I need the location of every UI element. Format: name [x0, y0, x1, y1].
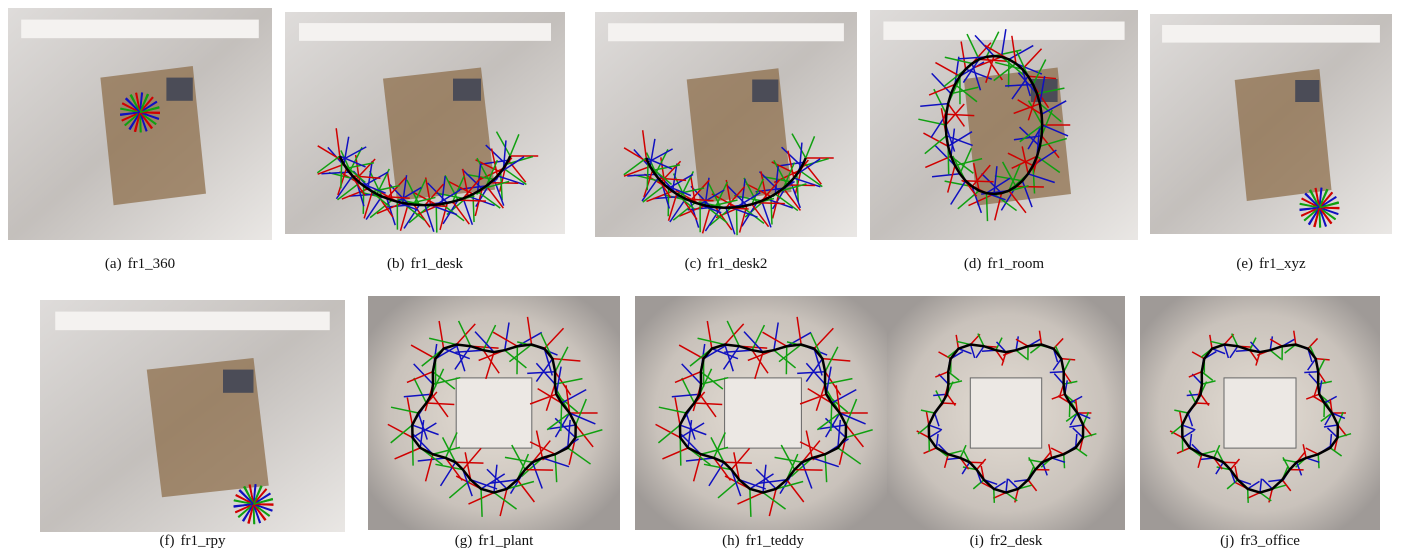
- reconstruction-image: [887, 296, 1125, 530]
- pose-axis: [1304, 372, 1318, 373]
- subfigure-caption: (j) fr3_office: [1220, 533, 1300, 549]
- reconstruction-image: [595, 12, 857, 237]
- subfigure-name: fr1_xyz: [1259, 256, 1306, 272]
- subfigure-caption: (b) fr1_desk: [387, 256, 463, 272]
- pose-axis: [966, 181, 994, 182]
- subfigure-label: (j): [1220, 533, 1234, 549]
- wall-patch: [1162, 25, 1380, 43]
- wall-patch: [608, 23, 844, 41]
- pose-axis: [1319, 208, 1339, 209]
- subfigure-name: fr1_room: [987, 256, 1044, 272]
- pose-axis: [994, 489, 995, 503]
- subfigure-label: (i): [970, 533, 984, 549]
- subfigure-caption: (h) fr1_teddy: [722, 533, 804, 549]
- subfigure-caption: (f) fr1_rpy: [160, 533, 226, 549]
- subfigure-label: (h): [722, 533, 740, 549]
- desk: [1224, 378, 1296, 448]
- pose-axis: [1050, 372, 1064, 373]
- subfigure-label: (b): [387, 256, 405, 272]
- pose-axis: [254, 504, 274, 505]
- desk: [456, 378, 532, 448]
- subfigure-caption: (e) fr1_xyz: [1236, 256, 1306, 272]
- pose-axis: [458, 200, 486, 201]
- pose-axis: [140, 112, 160, 113]
- pose-axis: [436, 205, 437, 233]
- pose-axis: [680, 438, 681, 466]
- dark-patch: [1295, 80, 1319, 102]
- desk: [725, 378, 802, 448]
- pose-axis: [986, 193, 987, 221]
- subfigure-name: fr1_plant: [478, 533, 534, 549]
- pose-axis: [757, 203, 785, 204]
- subfigure-name: fr1_360: [128, 256, 176, 272]
- pose-axis: [750, 489, 751, 517]
- wall-patch: [55, 312, 330, 331]
- subfigure-label: (g): [455, 533, 473, 549]
- wall-patch: [299, 23, 551, 41]
- pose-axis: [737, 207, 738, 235]
- reconstruction-image: [285, 12, 565, 234]
- pose-axis: [481, 489, 482, 517]
- subfigure-caption: (g) fr1_plant: [455, 533, 534, 549]
- reconstruction-image: [1150, 14, 1392, 234]
- subfigure-name: fr1_desk: [411, 256, 464, 272]
- subfigure-caption: (d) fr1_room: [964, 256, 1044, 272]
- subfigure-label: (d): [964, 256, 982, 272]
- pose-axis: [724, 462, 752, 463]
- dark-patch: [223, 370, 254, 393]
- subfigure-label: (e): [1236, 256, 1253, 272]
- dark-patch: [166, 78, 192, 101]
- pose-axis: [1248, 489, 1249, 503]
- subfigure-name: fr2_desk: [990, 533, 1043, 549]
- subfigure-name: fr1_rpy: [181, 533, 226, 549]
- pose-axis: [413, 438, 414, 466]
- pose-axis: [647, 162, 648, 190]
- subfigure-caption: (c) fr1_desk2: [685, 256, 768, 272]
- reconstruction-image: [1140, 296, 1380, 530]
- dark-patch: [752, 80, 778, 103]
- reconstruction-image: [40, 300, 345, 532]
- reconstruction-image: [635, 296, 891, 530]
- subfigure-caption: (i) fr2_desk: [970, 533, 1043, 549]
- dark-patch: [453, 79, 481, 101]
- subfigure-name: fr1_teddy: [746, 533, 805, 549]
- figure: (a) fr1_360 (b) fr1_desk (c) fr1_desk2 (d) fr1_…: [0, 0, 1406, 557]
- wall-patch: [21, 20, 259, 39]
- reconstruction-image: [870, 10, 1138, 240]
- desk: [970, 378, 1041, 448]
- subfigure-name: fr1_desk2: [707, 256, 767, 272]
- subfigure-label: (a): [105, 256, 122, 272]
- pose-axis: [831, 403, 832, 431]
- subfigure-name: fr3_office: [1240, 533, 1300, 549]
- pose-axis: [455, 462, 483, 463]
- subfigure-caption: (a) fr1_360: [105, 256, 175, 272]
- pose-axis: [561, 403, 562, 431]
- reconstruction-image: [368, 296, 620, 530]
- pose-axis: [341, 160, 342, 188]
- subfigure-label: (c): [685, 256, 702, 272]
- subfigure-label: (f): [160, 533, 175, 549]
- reconstruction-image: [8, 8, 272, 240]
